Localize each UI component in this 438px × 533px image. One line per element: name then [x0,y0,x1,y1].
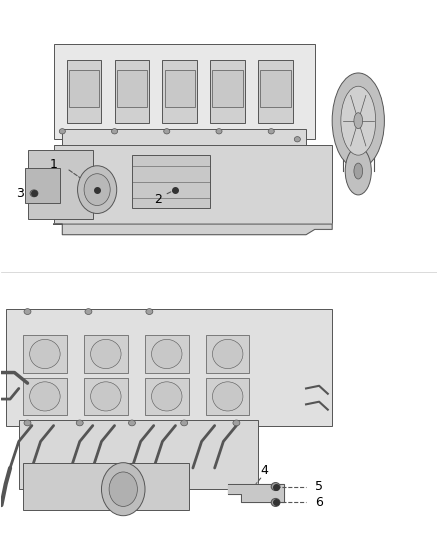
Bar [53,44,315,139]
Bar [162,60,197,123]
Bar [28,150,93,219]
Text: 3: 3 [16,187,24,200]
Bar [62,128,306,155]
Ellipse shape [332,73,385,168]
Text: 5: 5 [315,480,323,493]
Ellipse shape [354,113,363,128]
Ellipse shape [91,340,121,368]
Ellipse shape [85,309,92,314]
Ellipse shape [216,128,222,134]
Text: 4: 4 [261,464,268,477]
Ellipse shape [78,166,117,214]
Ellipse shape [84,174,110,206]
Bar [145,335,188,373]
Polygon shape [53,224,332,235]
Ellipse shape [91,382,121,411]
Ellipse shape [112,128,117,134]
Ellipse shape [212,382,243,411]
Bar [23,378,67,415]
Bar [69,70,99,108]
Bar [115,60,149,123]
Text: 1: 1 [49,158,57,171]
Ellipse shape [354,163,363,179]
Ellipse shape [268,128,274,134]
Bar [25,168,60,203]
Bar [206,378,250,415]
Ellipse shape [59,128,65,134]
Ellipse shape [76,420,83,426]
Bar [258,60,293,123]
Ellipse shape [146,309,153,314]
Ellipse shape [102,463,145,516]
Ellipse shape [233,420,240,426]
Ellipse shape [30,340,60,368]
Ellipse shape [164,128,170,134]
Bar [19,420,258,489]
Bar [67,60,102,123]
Bar [145,378,188,415]
Ellipse shape [152,340,182,368]
Ellipse shape [271,482,280,490]
Ellipse shape [109,472,138,506]
Bar [117,70,147,108]
Ellipse shape [345,147,371,195]
Polygon shape [228,484,284,503]
Ellipse shape [24,420,31,426]
Ellipse shape [181,420,187,426]
Bar [84,378,127,415]
Ellipse shape [152,382,182,411]
Ellipse shape [341,86,376,155]
Ellipse shape [30,382,60,411]
Bar [212,70,243,108]
Text: 6: 6 [315,496,323,509]
Ellipse shape [294,136,300,142]
Bar [132,155,210,208]
Bar [23,335,67,373]
Bar [260,70,291,108]
Ellipse shape [24,309,31,314]
Text: 2: 2 [154,192,162,206]
Ellipse shape [271,498,280,506]
Bar [53,144,332,224]
Ellipse shape [212,340,243,368]
Bar [84,335,127,373]
Bar [23,463,188,511]
Bar [6,309,332,425]
Bar [210,60,245,123]
Bar [206,335,250,373]
Bar [165,70,195,108]
Ellipse shape [30,190,38,197]
Ellipse shape [128,420,135,426]
